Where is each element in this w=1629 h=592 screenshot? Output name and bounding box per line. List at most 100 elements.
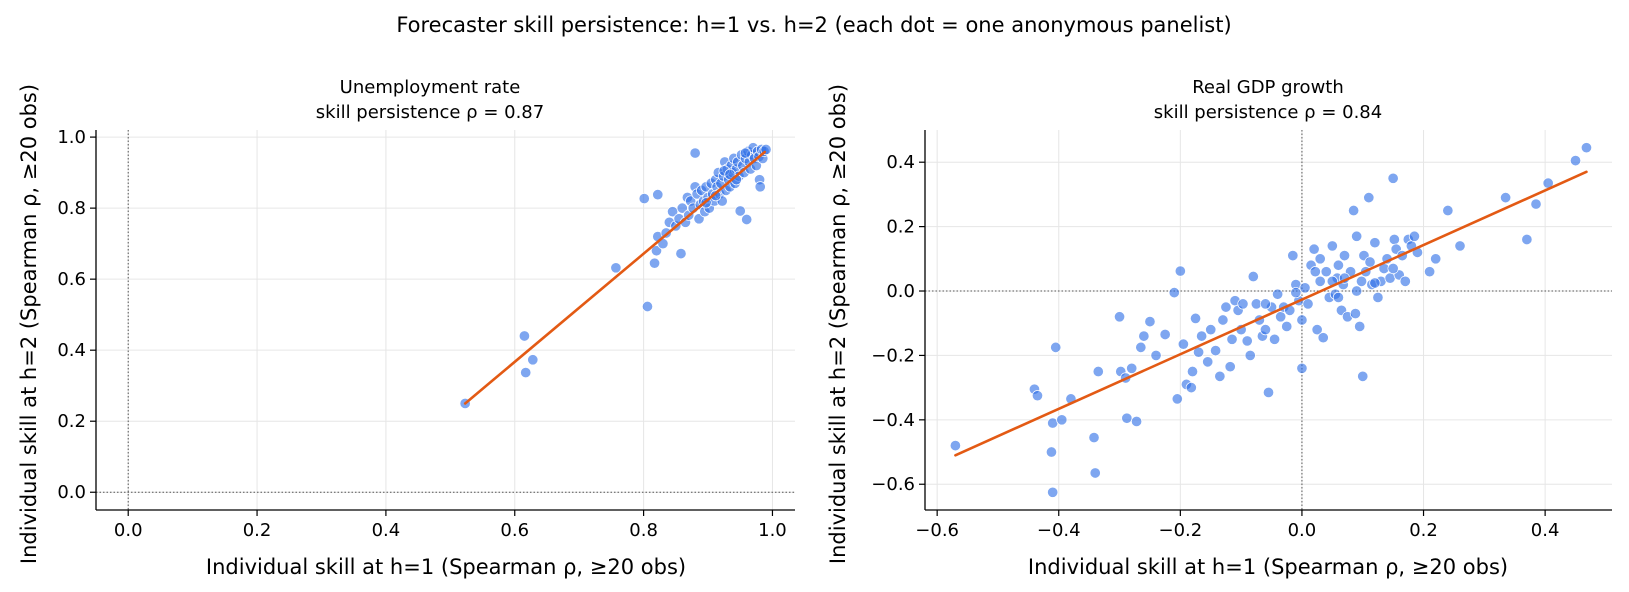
data-point (1275, 311, 1287, 323)
data-point (1430, 253, 1442, 265)
x-tick-label: −0.2 (1158, 520, 1202, 541)
data-point (1454, 240, 1466, 252)
data-point (1174, 265, 1186, 277)
data-point (1354, 320, 1366, 332)
data-point (1357, 370, 1369, 382)
x-axis-label: Individual skill at h=1 (Spearman ρ, ≥20… (1028, 555, 1508, 579)
data-point (1299, 282, 1311, 294)
data-point (1089, 467, 1101, 479)
data-point (1364, 256, 1376, 268)
data-point (520, 367, 532, 379)
data-point (1056, 414, 1068, 426)
data-point (1244, 349, 1256, 361)
data-point (1269, 333, 1281, 345)
data-point (1210, 345, 1222, 357)
data-point (1150, 349, 1162, 361)
data-point (1047, 486, 1059, 498)
x-tick-label: −0.4 (1037, 520, 1081, 541)
data-point (1314, 275, 1326, 287)
data-point (949, 440, 961, 452)
data-point (1088, 431, 1100, 444)
data-point (1113, 311, 1126, 323)
y-tick-label: 0.4 (57, 340, 86, 361)
data-point (1296, 362, 1308, 374)
data-point (641, 300, 654, 313)
y-tick-label: 0.0 (57, 482, 86, 503)
data-point (1287, 250, 1299, 262)
data-point (1369, 277, 1381, 289)
x-axis-label: Individual skill at h=1 (Spearman ρ, ≥20… (206, 555, 686, 579)
data-point (1050, 341, 1062, 353)
data-point (1205, 324, 1217, 336)
data-point (1121, 412, 1133, 424)
data-point (1226, 333, 1238, 345)
data-point (1320, 266, 1332, 278)
x-tick-label: 0.0 (114, 520, 143, 541)
data-point (1241, 335, 1253, 347)
y-tick-label: 0.6 (57, 269, 86, 290)
data-point (1348, 204, 1360, 217)
data-point (1302, 298, 1314, 310)
data-point (1281, 320, 1293, 332)
data-point (1580, 142, 1593, 154)
figure-suptitle: Forecaster skill persistence: h=1 vs. h=… (396, 13, 1231, 37)
x-tick-label: 0.2 (243, 520, 272, 541)
data-point (1259, 324, 1272, 336)
x-tick-label: 0.0 (1288, 520, 1317, 541)
panel-title-line1: Unemployment rate (340, 77, 521, 98)
data-point (1408, 230, 1420, 242)
data-point (1317, 332, 1329, 344)
panel-gdp: Real GDP growth skill persistence ρ = 0.… (826, 77, 1612, 579)
data-point (1045, 446, 1058, 458)
data-point (1387, 262, 1399, 275)
data-point (1237, 298, 1249, 310)
data-point (1387, 172, 1399, 184)
data-point (689, 147, 701, 159)
data-point (1569, 155, 1582, 167)
data-point (667, 206, 679, 218)
data-point (1332, 259, 1344, 271)
y-tick-label: 0.8 (57, 198, 86, 219)
x-tick-label: 0.6 (500, 520, 529, 541)
data-point (739, 147, 751, 159)
data-point (610, 262, 622, 274)
data-point (652, 189, 664, 201)
data-point (1259, 298, 1272, 310)
data-point (1168, 287, 1180, 299)
data-point (1189, 312, 1202, 324)
data-point (527, 354, 539, 366)
data-point (1349, 308, 1361, 320)
x-tick-label: 0.4 (372, 520, 401, 541)
data-point (1272, 288, 1284, 300)
data-point (754, 181, 766, 193)
data-point (1159, 328, 1171, 341)
data-point (675, 248, 687, 260)
y-tick-label: 0.0 (886, 281, 915, 302)
data-point (1186, 365, 1199, 378)
data-point (1131, 415, 1143, 427)
y-tick-label: 0.2 (886, 217, 915, 238)
data-point (1031, 390, 1044, 402)
data-point (1399, 275, 1411, 287)
x-tick-label: 1.0 (758, 520, 787, 541)
data-point (1314, 253, 1326, 265)
data-point (1262, 386, 1275, 399)
panel-unemployment: Unemployment rate skill persistence ρ = … (17, 77, 795, 579)
data-point (1214, 370, 1226, 382)
data-point (1171, 393, 1183, 405)
x-tick-label: 0.8 (629, 520, 658, 541)
y-tick-label: 0.2 (57, 411, 86, 432)
x-tick-label: 0.4 (1531, 520, 1560, 541)
panel-title-line1: Real GDP growth (1192, 77, 1344, 98)
data-point (1500, 192, 1512, 204)
data-point (1351, 230, 1363, 242)
data-point (1326, 240, 1338, 252)
data-point (1338, 250, 1351, 262)
data-point (734, 205, 746, 217)
data-point (1220, 301, 1232, 313)
data-point (676, 202, 688, 214)
x-tick-label: 0.2 (1409, 520, 1438, 541)
y-tick-label: −0.4 (871, 410, 915, 431)
data-point (1290, 287, 1302, 299)
